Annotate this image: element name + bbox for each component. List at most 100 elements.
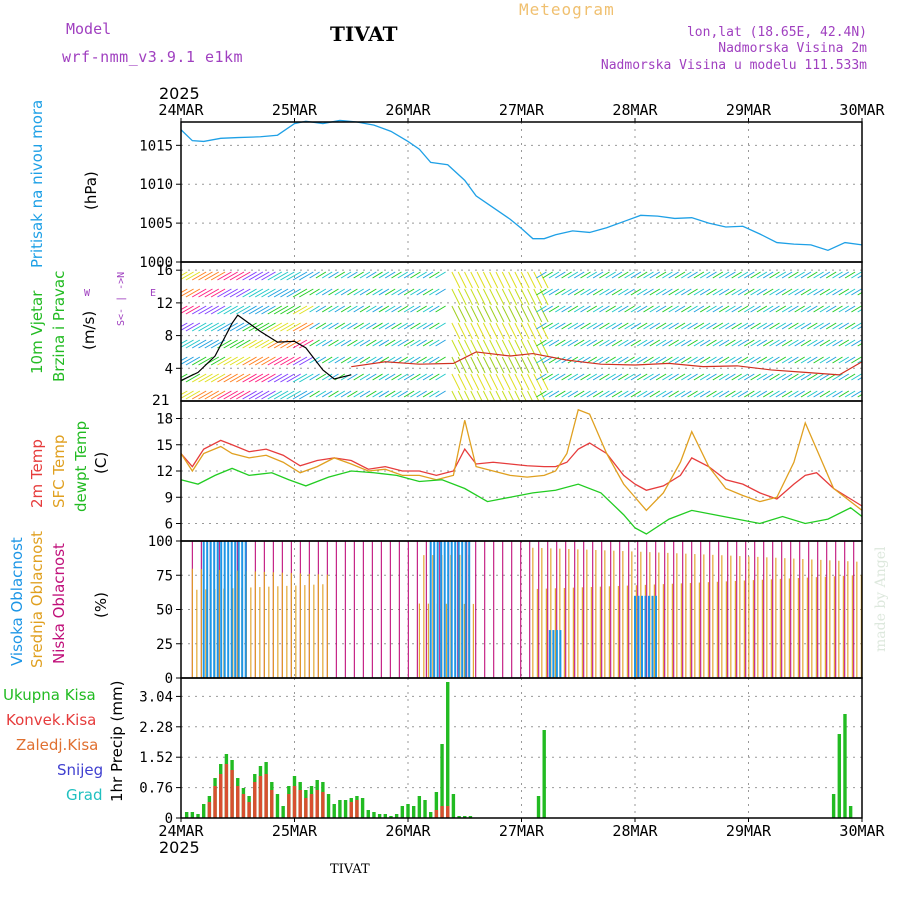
- precip-conv-bar: [355, 800, 359, 818]
- wind-barb: [618, 356, 629, 364]
- wind-barb: [643, 271, 654, 279]
- wind-barb: [725, 288, 736, 296]
- wind-barb: [489, 356, 499, 374]
- wind-barb: [662, 390, 673, 398]
- wind-barb: [555, 390, 566, 398]
- precip-conv-bar: [258, 776, 263, 818]
- precip-conv-bar: [236, 786, 240, 818]
- wind-barb: [693, 356, 705, 364]
- wind-barb: [807, 288, 818, 296]
- wind-barb: [185, 390, 201, 400]
- wind-barb: [321, 356, 333, 364]
- wind-barb: [391, 390, 402, 398]
- wind-barb: [378, 373, 390, 381]
- wind-barb: [844, 322, 856, 330]
- wind-barb: [762, 356, 774, 364]
- compass-e: E: [150, 288, 157, 299]
- wind-barb: [611, 373, 623, 381]
- precip-total-bar: [411, 806, 416, 818]
- wind-barb: [737, 373, 749, 381]
- wind-barb: [718, 271, 730, 279]
- wind-barb: [347, 305, 358, 313]
- wind-barb: [539, 390, 546, 401]
- wind-barb: [198, 356, 213, 366]
- wind-barb: [191, 305, 207, 315]
- wind-barb: [649, 339, 661, 347]
- wind-barb: [567, 322, 579, 330]
- wind-barb: [261, 373, 276, 383]
- wind-barb: [210, 356, 226, 366]
- wind-barb: [555, 356, 566, 364]
- wind-barb: [366, 356, 377, 364]
- wind-barb: [825, 339, 837, 347]
- wind-barb: [286, 373, 301, 383]
- wind-barb: [737, 322, 749, 330]
- wind-barb: [539, 305, 549, 323]
- wind-barb: [668, 390, 679, 398]
- wind-barb: [223, 305, 238, 315]
- wind-barb: [254, 305, 270, 315]
- wind-barb: [605, 339, 616, 347]
- wind-barb: [567, 305, 579, 313]
- wind-barb: [185, 288, 201, 298]
- wind-barb: [561, 373, 572, 381]
- wind-barb: [410, 356, 421, 364]
- wind-barb: [347, 271, 358, 279]
- wind-barb: [457, 373, 467, 391]
- wind-barb: [624, 356, 635, 364]
- wind-barb: [618, 339, 629, 347]
- wind-barb: [699, 339, 711, 347]
- wind-barb: [857, 291, 862, 296]
- wind-barb: [236, 373, 251, 383]
- wind-barb: [788, 305, 799, 313]
- precip-conv-bar: [292, 786, 297, 818]
- precip-conv-label: Konvek.Kisa: [6, 711, 97, 729]
- wind-barb: [586, 339, 598, 347]
- wind-barb: [819, 305, 831, 313]
- wind-barb: [482, 390, 489, 401]
- wind-barb: [315, 271, 327, 279]
- wind-barb: [429, 339, 440, 347]
- wind-barb: [422, 339, 434, 347]
- wind-barb: [687, 322, 698, 330]
- wind-barb: [359, 339, 371, 347]
- wind-barb: [514, 373, 524, 391]
- wind-barb: [391, 305, 402, 313]
- wind-barb: [321, 373, 333, 381]
- wind-barb: [618, 288, 629, 296]
- wind-barb: [706, 339, 717, 347]
- wind-barb: [359, 271, 371, 279]
- wind-barb: [762, 390, 774, 398]
- wind-barb: [489, 339, 499, 357]
- wind-barb: [533, 271, 543, 289]
- wind-barb: [384, 305, 396, 313]
- wind-barb: [605, 305, 616, 313]
- wind-barb: [236, 339, 251, 349]
- wind-barb: [800, 322, 812, 330]
- wind-barb: [315, 373, 327, 381]
- wind-barb: [561, 305, 572, 313]
- wind-barb: [750, 288, 761, 296]
- time-label-top: 30MAR: [839, 101, 885, 119]
- wind-barb: [229, 373, 245, 383]
- wind-barb: [781, 339, 793, 347]
- wind-barb: [476, 373, 486, 391]
- wind-barb: [217, 271, 232, 281]
- wind-barb: [403, 373, 415, 381]
- wind-barb: [429, 305, 440, 313]
- wind-barb: [662, 288, 673, 296]
- wind-barb: [508, 288, 518, 306]
- wind-barb: [292, 356, 308, 366]
- wind-barb: [788, 271, 799, 279]
- wind-barb: [825, 322, 837, 330]
- wind-barb: [605, 390, 616, 398]
- wind-barb: [223, 356, 238, 366]
- wind-barb: [242, 288, 257, 298]
- wind-barb: [636, 390, 648, 398]
- wind-barb: [775, 271, 787, 279]
- wind-barb: [242, 373, 257, 383]
- wind-barb: [476, 288, 486, 306]
- time-label-bottom: 29MAR: [726, 822, 772, 840]
- wind-barb: [775, 339, 787, 347]
- wind-barb: [359, 373, 371, 381]
